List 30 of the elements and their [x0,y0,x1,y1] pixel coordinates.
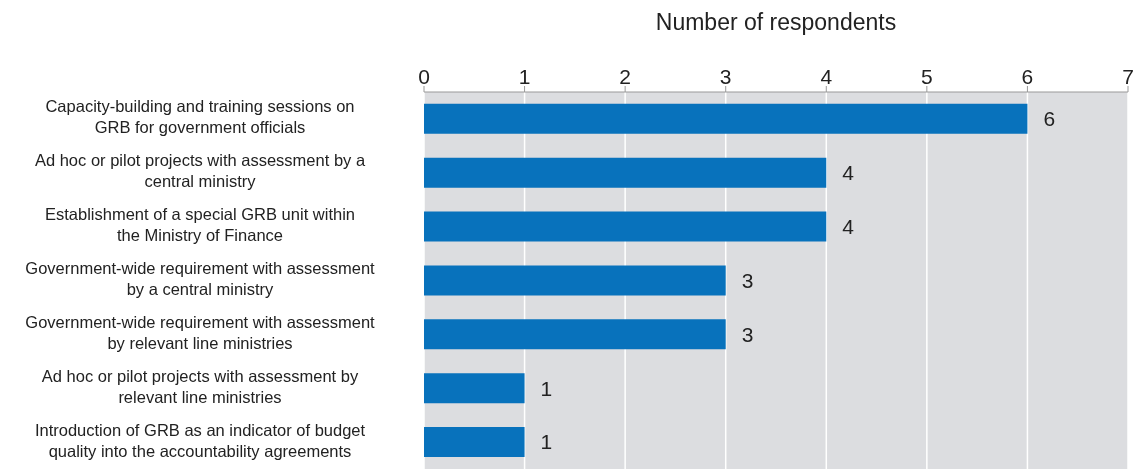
bar [424,265,726,296]
data-label: 1 [540,376,553,400]
x-tick-label: 1 [518,65,531,88]
x-tick-label: 4 [820,65,833,88]
x-tick-label: 2 [619,65,631,88]
y-tick-label: Government-wide requirement with assessment by relevant line ministries [25,313,376,353]
data-label: 6 [1043,107,1056,131]
bar [424,373,525,404]
x-tick-label: 5 [921,65,933,88]
y-tick-label: Ad hoc or pilot projects with assessment by a central ministry [34,151,366,191]
bar [424,211,827,242]
data-label: 3 [741,322,754,346]
x-axis-title: Number of respondents [655,9,897,36]
y-tick-label: Introduction of GRB as an indicator of budget quality into the accountability agreements [34,420,366,460]
x-tick-label: 3 [719,65,732,88]
x-tick-label: 6 [1021,65,1034,88]
bar [424,319,726,350]
bar [424,157,827,188]
bar [424,103,1028,134]
data-label: 4 [842,161,855,185]
y-tick-label: Establishment of a special GRB unit within the Ministry of Finance [45,205,355,245]
data-label: 4 [842,215,855,239]
x-tick-label: 0 [418,65,430,88]
y-tick-label: Ad hoc or pilot projects with assessment by relevant line ministries [41,367,359,407]
x-tick-label: 7 [1122,65,1134,88]
bar [424,426,525,457]
y-tick-label: Government-wide requirement with assessment by a central ministry [25,259,376,299]
data-label: 3 [741,268,754,292]
y-tick-label: Capacity-building and training sessions on GRB for government officials [45,97,355,137]
data-label: 1 [540,430,553,454]
